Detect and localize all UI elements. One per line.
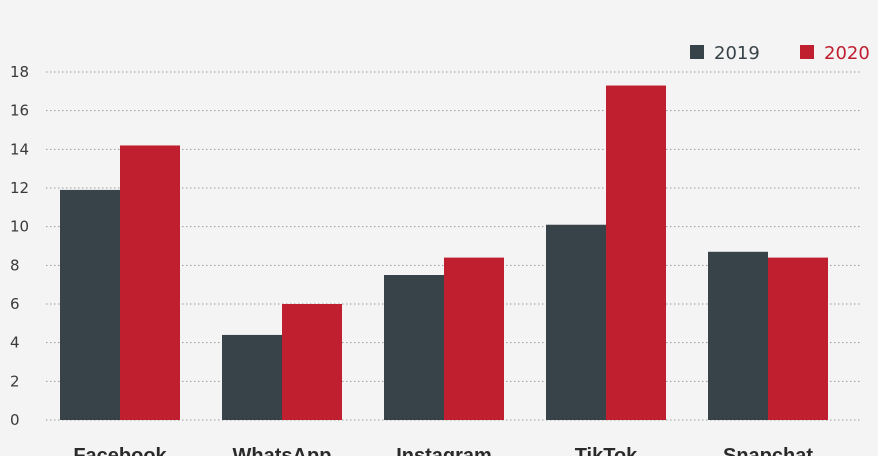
bar-tiktok-2020: [606, 85, 666, 421]
x-axis-categories: Facebook WhatsApp Instagram TikTok Snapchat: [73, 445, 813, 456]
x-category-label: Snapchat: [723, 445, 813, 456]
bar-facebook-2019: [60, 189, 120, 420]
bar-instagram-2019: [384, 275, 444, 420]
y-tick-label: 16: [10, 102, 29, 120]
y-tick-label: 4: [10, 334, 20, 352]
y-tick-label: 18: [10, 63, 29, 81]
y-tick-label: 8: [10, 256, 20, 274]
bars: [60, 85, 828, 421]
bar-snapchat-2020: [768, 257, 828, 420]
y-tick-label: 0: [10, 411, 20, 429]
x-category-label: Instagram: [396, 445, 492, 456]
bar-whatsapp-2020: [282, 304, 342, 420]
legend-swatch: [690, 45, 704, 59]
x-category-label: Facebook: [73, 445, 167, 456]
y-tick-label: 2: [10, 372, 20, 390]
legend-label: 2020: [824, 43, 870, 64]
bar-instagram-2020: [444, 257, 504, 420]
bar-snapchat-2019: [708, 251, 768, 420]
legend-swatch: [800, 45, 814, 59]
y-tick-label: 14: [10, 140, 29, 158]
legend: 2019 2020: [690, 43, 870, 64]
y-tick-label: 12: [10, 179, 29, 197]
x-category-label: TikTok: [575, 445, 638, 456]
legend-label: 2019: [714, 43, 760, 64]
x-category-label: WhatsApp: [233, 445, 332, 456]
y-tick-label: 6: [10, 295, 20, 313]
y-tick-label: 10: [10, 218, 29, 236]
y-axis-ticks: 0 2 4 6 8 10 12 14 16 18: [10, 63, 29, 429]
bar-tiktok-2019: [546, 224, 606, 420]
bar-facebook-2020: [120, 145, 180, 420]
bar-whatsapp-2019: [222, 334, 282, 420]
